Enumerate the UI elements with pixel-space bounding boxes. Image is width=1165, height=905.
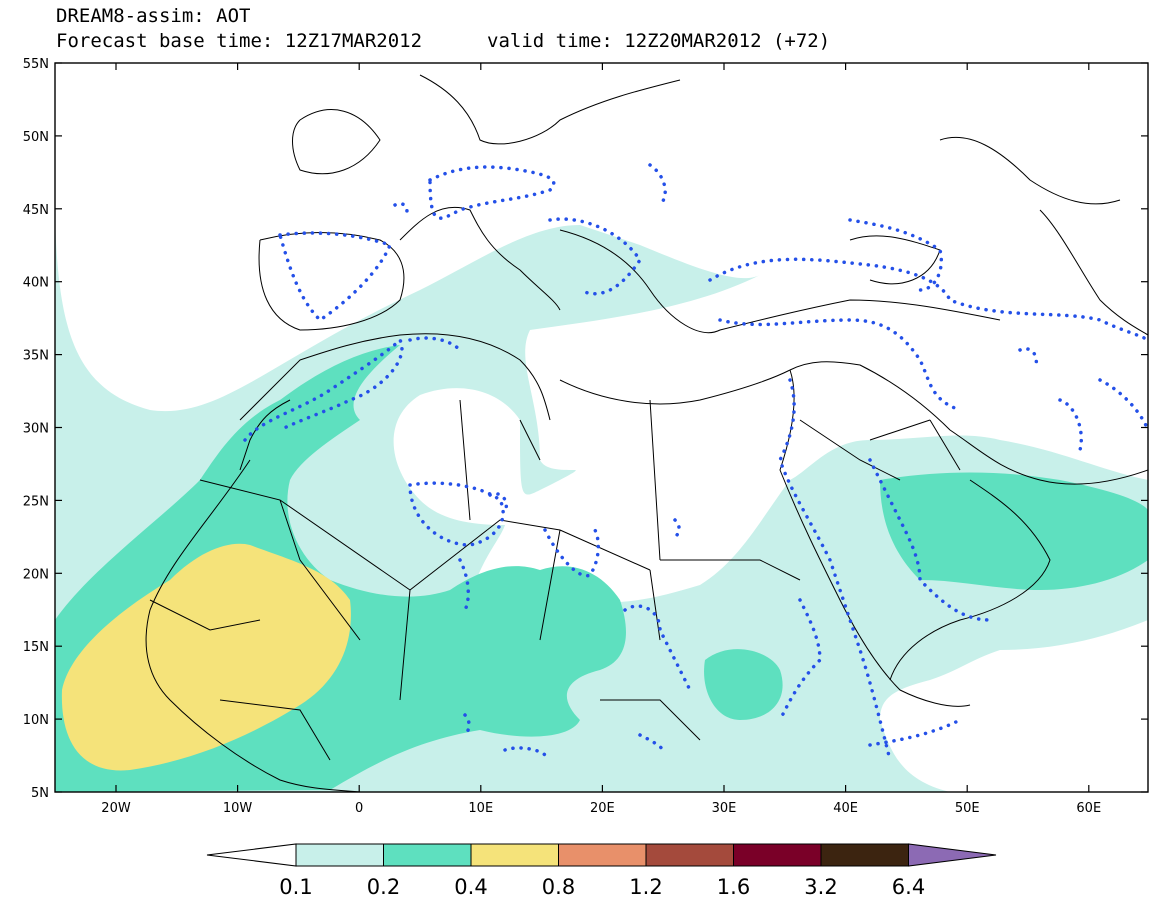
dotted-contours xyxy=(243,163,1148,762)
colorbar-segment xyxy=(645,843,734,867)
colorbar-label: 1.2 xyxy=(629,875,662,899)
lon-label: 40E xyxy=(833,801,858,816)
colorbar-label: 6.4 xyxy=(892,875,925,899)
lon-label: 60E xyxy=(1076,801,1101,816)
lat-label: 35N xyxy=(23,349,49,364)
colorbar-label: 0.1 xyxy=(279,875,312,899)
lon-label: 30E xyxy=(712,801,737,816)
valid-time: valid time: 12Z20MAR2012 (+72) xyxy=(487,30,831,52)
aot-field xyxy=(55,215,1148,792)
colorbar-segment xyxy=(470,843,559,867)
lon-label: 20W xyxy=(101,801,131,816)
coastlines xyxy=(145,74,1148,792)
colorbar-segment xyxy=(383,843,472,867)
longitude-axis: 20W 10W 0 10E 20E 30E 40E 50E 60E xyxy=(101,63,1101,816)
colorbar-segment xyxy=(295,843,384,867)
colorbar-label: 1.6 xyxy=(717,875,750,899)
lon-label: 0 xyxy=(355,801,363,816)
colorbar-label: 3.2 xyxy=(804,875,837,899)
lon-label: 10W xyxy=(223,801,253,816)
colorbar-under-arrow xyxy=(206,843,297,867)
aot-colorbar: 0.1 0.2 0.4 0.8 1.2 1.6 3.2 6.4 xyxy=(206,843,997,899)
latitude-axis: 55N 50N 45N 40N 35N 30N 25N 20N 15N 10N 5N xyxy=(23,57,1148,801)
colorbar-label: 0.4 xyxy=(454,875,487,899)
lat-label: 5N xyxy=(31,786,49,801)
aot-band-0-4 xyxy=(61,543,351,771)
colorbar-segment xyxy=(733,843,822,867)
colorbar-segment xyxy=(820,843,909,867)
lat-label: 50N xyxy=(23,130,49,145)
lat-label: 45N xyxy=(23,203,49,218)
lat-label: 25N xyxy=(23,494,49,509)
lon-label: 10E xyxy=(468,801,493,816)
forecast-base-time: Forecast base time: 12Z17MAR2012 xyxy=(56,30,423,52)
lat-label: 30N xyxy=(23,422,49,437)
aot-band-0-2-sudan xyxy=(704,649,783,720)
lon-label: 50E xyxy=(955,801,980,816)
lat-label: 20N xyxy=(23,567,49,582)
colorbar-segment xyxy=(558,843,647,867)
map-title: DREAM8-assim: AOT xyxy=(56,5,251,27)
aot-band-0-2-east xyxy=(880,472,1148,590)
colorbar-label: 0.8 xyxy=(542,875,575,899)
colorbar-label: 0.2 xyxy=(367,875,400,899)
colorbar-over-arrow xyxy=(908,843,997,867)
lat-label: 55N xyxy=(23,57,49,72)
lon-label: 20E xyxy=(590,801,615,816)
lat-label: 15N xyxy=(23,640,49,655)
lat-label: 10N xyxy=(23,713,49,728)
lat-label: 40N xyxy=(23,276,49,291)
